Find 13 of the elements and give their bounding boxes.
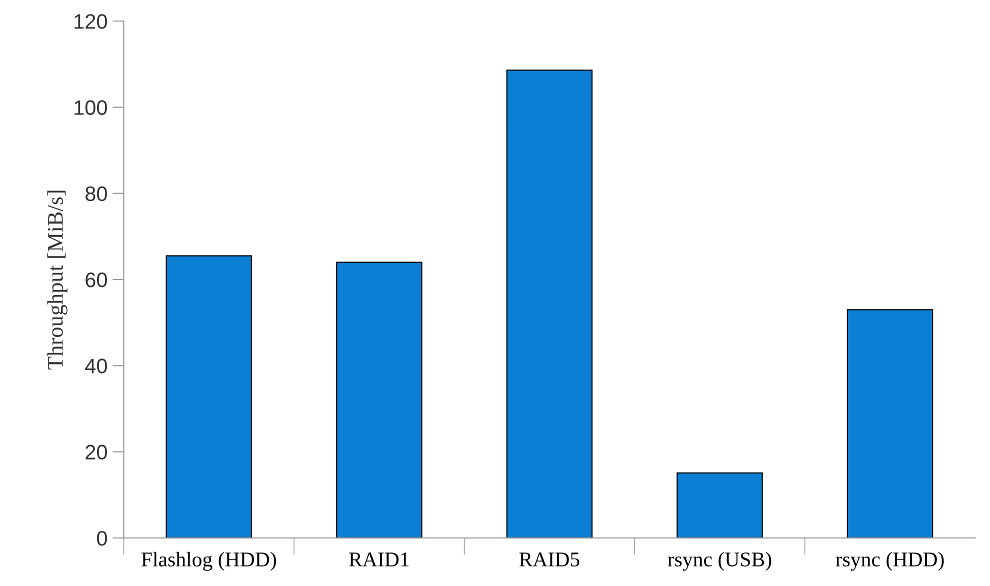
x-tick-label: RAID5 [519, 552, 580, 566]
y-tick-label: 0 [97, 530, 107, 546]
x-tick-label: Flashlog (HDD) [141, 552, 276, 571]
y-tick-label: 20 [86, 444, 107, 460]
y-tick-label: 100 [74, 100, 107, 115]
y-tick-label: 80 [86, 186, 107, 202]
y-tick-label: 60 [86, 272, 107, 288]
x-tick-label: rsync (HDD) [836, 552, 944, 571]
x-tick-label: rsync (USB) [668, 552, 772, 571]
y-tick-label: 120 [74, 14, 107, 29]
y-axis-title: Throughput [MiB/s] [47, 190, 68, 370]
x-tick-label: RAID1 [349, 552, 409, 566]
y-tick-label: 40 [85, 358, 107, 374]
